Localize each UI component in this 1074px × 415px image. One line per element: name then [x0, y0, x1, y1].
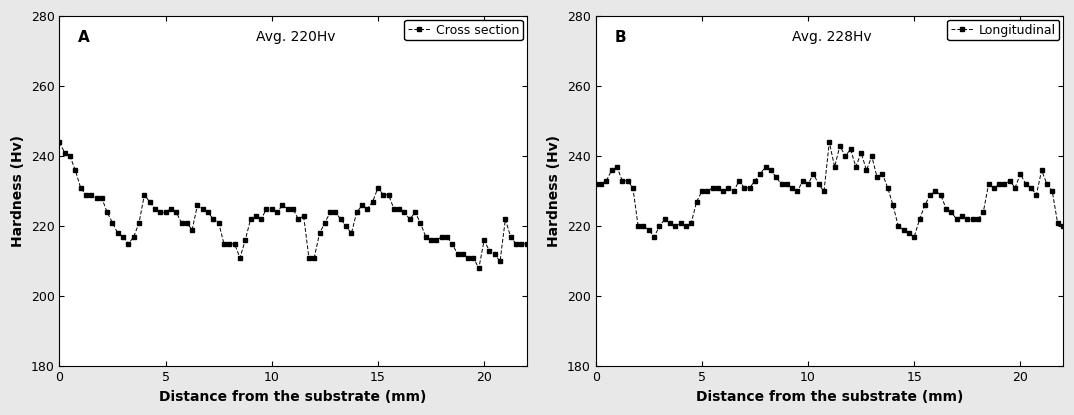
Longitudinal	[691, 199, 703, 204]
Longitudinal	[637, 224, 650, 229]
Text: Avg. 220Hv: Avg. 220Hv	[256, 30, 335, 44]
Cross section	[101, 210, 114, 215]
Text: B: B	[614, 30, 626, 45]
Cross section	[467, 255, 480, 260]
Text: Avg. 228Hv: Avg. 228Hv	[792, 30, 871, 44]
Cross section	[112, 231, 125, 236]
Legend: Longitudinal: Longitudinal	[947, 20, 1059, 40]
Longitudinal	[1057, 224, 1070, 229]
Cross section	[233, 255, 246, 260]
Longitudinal	[1014, 171, 1027, 176]
Longitudinal	[590, 182, 603, 187]
Line: Cross section: Cross section	[57, 140, 529, 271]
Cross section	[520, 242, 533, 247]
Y-axis label: Hardness (Hv): Hardness (Hv)	[11, 135, 25, 247]
Longitudinal	[653, 224, 666, 229]
Text: A: A	[78, 30, 90, 45]
Line: Longitudinal: Longitudinal	[593, 140, 1065, 239]
Cross section	[292, 217, 305, 222]
Cross section	[473, 266, 485, 271]
X-axis label: Distance from the substrate (mm): Distance from the substrate (mm)	[159, 390, 426, 404]
Longitudinal	[823, 140, 836, 145]
X-axis label: Distance from the substrate (mm): Distance from the substrate (mm)	[696, 390, 963, 404]
Legend: Cross section: Cross section	[405, 20, 523, 40]
Cross section	[148, 206, 161, 211]
Longitudinal	[775, 182, 788, 187]
Longitudinal	[648, 234, 661, 239]
Cross section	[53, 140, 66, 145]
Longitudinal	[839, 154, 852, 159]
Y-axis label: Hardness (Hv): Hardness (Hv)	[548, 135, 562, 247]
